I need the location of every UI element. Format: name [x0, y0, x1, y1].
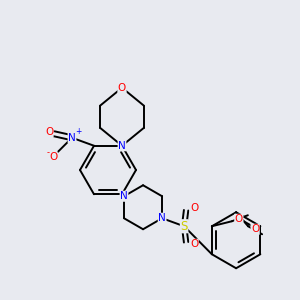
Text: N: N — [68, 133, 76, 143]
Text: O: O — [190, 239, 198, 249]
Text: O: O — [251, 224, 259, 234]
Text: O: O — [190, 203, 198, 213]
Text: -: - — [46, 148, 50, 157]
Text: N: N — [118, 141, 126, 151]
Text: O: O — [45, 127, 53, 137]
Text: O: O — [235, 214, 243, 224]
Text: +: + — [75, 127, 81, 136]
Text: N: N — [158, 213, 166, 223]
Text: O: O — [118, 83, 126, 93]
Text: N: N — [120, 191, 128, 201]
Text: S: S — [180, 220, 188, 233]
Text: O: O — [49, 152, 57, 162]
